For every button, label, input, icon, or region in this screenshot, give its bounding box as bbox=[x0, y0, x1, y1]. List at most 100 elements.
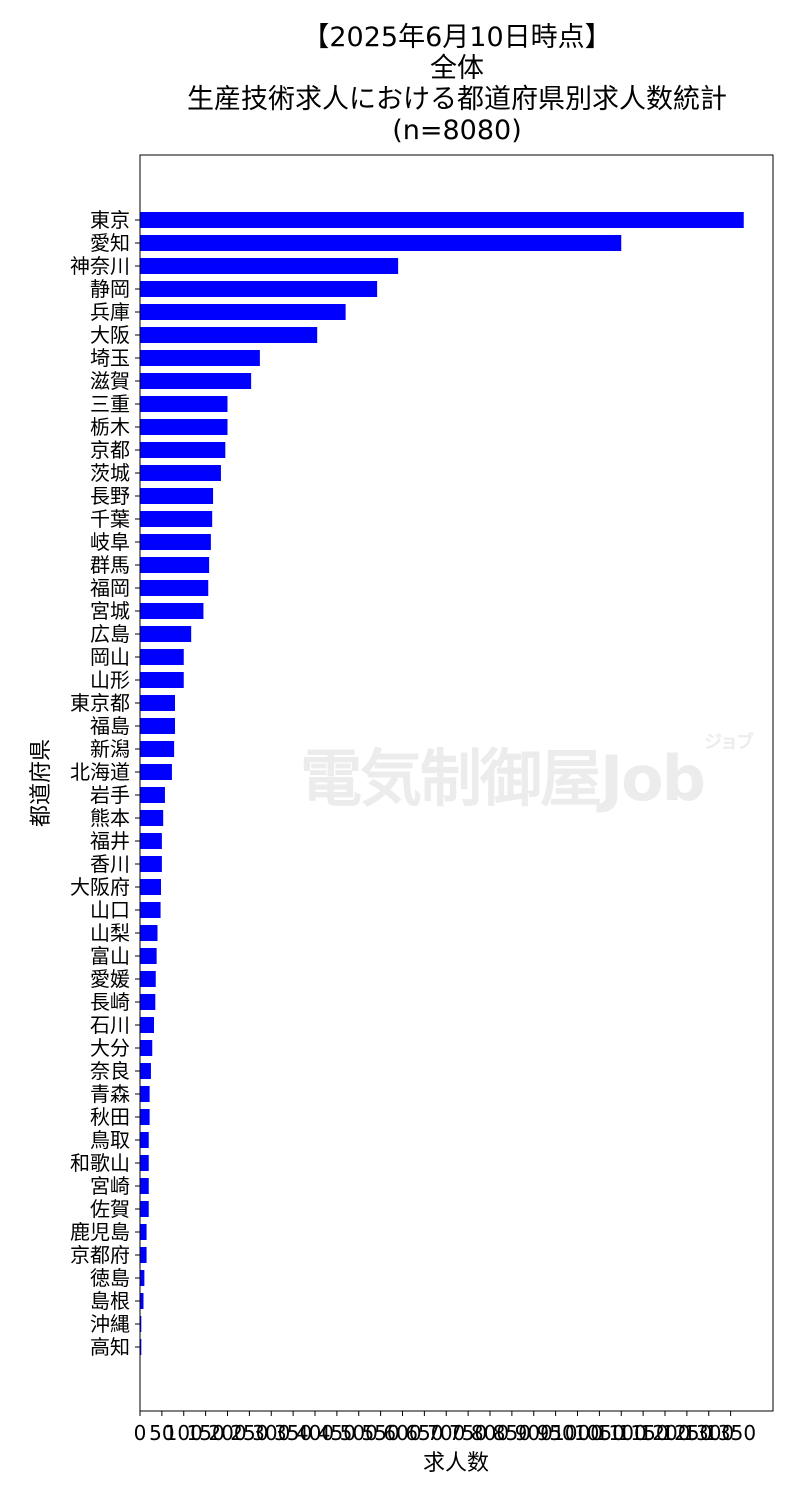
x-tick-label: 100 bbox=[165, 1421, 203, 1445]
y-tick-label: 島根 bbox=[90, 1289, 130, 1313]
y-tick-label: 千葉 bbox=[90, 507, 130, 531]
bar-福岡 bbox=[140, 580, 209, 596]
chart-title: 【2025年6月10日時点】 全体 生産技術求人における都道府県別求人数統計 (… bbox=[0, 22, 800, 146]
watermark-kana: ジョブ bbox=[704, 732, 754, 753]
x-tick-label: 650 bbox=[405, 1421, 443, 1445]
y-tick-label: 熊本 bbox=[90, 806, 130, 830]
bar-大分 bbox=[140, 1040, 153, 1056]
y-tick-label: 和歌山 bbox=[70, 1151, 130, 1175]
y-tick-label: 京都府 bbox=[70, 1243, 130, 1267]
bar-和歌山 bbox=[140, 1155, 149, 1171]
y-tick-label: 富山 bbox=[90, 944, 130, 968]
x-tick-label: 900 bbox=[515, 1421, 553, 1445]
bar-京都 bbox=[140, 442, 226, 458]
bar-島根 bbox=[140, 1293, 144, 1309]
y-tick-label: 岩手 bbox=[90, 783, 130, 807]
x-axis-label: 求人数 bbox=[423, 1451, 489, 1476]
y-tick-label: 香川 bbox=[90, 852, 130, 876]
bar-鳥取 bbox=[140, 1132, 149, 1148]
x-tick-label: 250 bbox=[230, 1421, 268, 1445]
x-tick-label: 550 bbox=[362, 1421, 400, 1445]
y-tick-label: 青森 bbox=[90, 1082, 130, 1106]
x-tick-label: 450 bbox=[318, 1421, 356, 1445]
y-tick-label: 沖縄 bbox=[90, 1312, 130, 1336]
y-tick-label: 山梨 bbox=[90, 921, 130, 945]
x-tick-label: 200 bbox=[208, 1421, 246, 1445]
title-line-main: 生産技術求人における都道府県別求人数統計 bbox=[187, 84, 727, 115]
bar-長野 bbox=[140, 488, 214, 504]
title-line-date: 【2025年6月10日時点】 bbox=[302, 22, 612, 53]
bar-沖縄 bbox=[140, 1316, 142, 1332]
y-tick-label: 埼玉 bbox=[90, 346, 130, 370]
bar-愛知 bbox=[140, 235, 622, 251]
title-line-count: (n=8080) bbox=[392, 115, 522, 146]
bar-山形 bbox=[140, 672, 184, 688]
y-tick-label: 岐阜 bbox=[90, 530, 130, 554]
x-tick-label: 400 bbox=[296, 1421, 334, 1445]
y-tick-label: 山口 bbox=[90, 898, 130, 922]
x-tick-label: 700 bbox=[427, 1421, 465, 1445]
y-tick-label: 鹿児島 bbox=[70, 1220, 130, 1244]
bar-山口 bbox=[140, 902, 161, 918]
x-ticks: 0 501001502002503003504004505005506006507… bbox=[134, 1411, 756, 1445]
bar-広島 bbox=[140, 626, 192, 642]
y-tick-label: 静岡 bbox=[90, 277, 130, 301]
y-tick-label: 栃木 bbox=[90, 415, 130, 439]
y-tick-label: 高知 bbox=[90, 1335, 130, 1359]
bar-福島 bbox=[140, 718, 175, 734]
y-tick-label: 福島 bbox=[90, 714, 130, 738]
y-tick-label: 福井 bbox=[90, 829, 130, 853]
x-tick-label: 50 bbox=[149, 1421, 174, 1445]
y-tick-label: 長野 bbox=[90, 484, 130, 508]
bar-愛媛 bbox=[140, 971, 156, 987]
bar-徳島 bbox=[140, 1270, 145, 1286]
bar-山梨 bbox=[140, 925, 158, 941]
watermark-suffix: Job bbox=[600, 742, 706, 815]
watermark-brand: 電気制御屋 bbox=[300, 742, 602, 815]
y-tick-label: 宮崎 bbox=[90, 1174, 130, 1198]
bar-群馬 bbox=[140, 557, 210, 573]
y-tick-label: 東京 bbox=[90, 208, 130, 232]
y-tick-label: 鳥取 bbox=[90, 1128, 130, 1152]
x-tick-label: 300 bbox=[252, 1421, 290, 1445]
y-tick-label: 大阪 bbox=[90, 323, 130, 347]
y-tick-label: 京都 bbox=[90, 438, 130, 462]
bar-岡山 bbox=[140, 649, 184, 665]
bar-千葉 bbox=[140, 511, 213, 527]
bar-滋賀 bbox=[140, 373, 252, 389]
y-tick-label: 山形 bbox=[90, 668, 130, 692]
x-tick-label: 1150 bbox=[618, 1421, 669, 1445]
y-tick-label: 神奈川 bbox=[70, 254, 130, 278]
x-tick-label: 950 bbox=[537, 1421, 575, 1445]
bar-埼玉 bbox=[140, 350, 260, 366]
bar-熊本 bbox=[140, 810, 164, 826]
bar-鹿児島 bbox=[140, 1224, 147, 1240]
bar-岩手 bbox=[140, 787, 165, 803]
y-tick-label: 東京都 bbox=[70, 691, 130, 715]
y-tick-label: 茨城 bbox=[90, 461, 130, 485]
y-tick-label: 岡山 bbox=[90, 645, 130, 669]
bar-石川 bbox=[140, 1017, 154, 1033]
bar-香川 bbox=[140, 856, 162, 872]
y-tick-label: 兵庫 bbox=[90, 300, 130, 324]
bar-兵庫 bbox=[140, 304, 346, 320]
y-tick-label: 大分 bbox=[90, 1036, 130, 1060]
y-tick-label: 秋田 bbox=[90, 1105, 130, 1129]
y-axis-label: 都道府県 bbox=[29, 739, 54, 827]
x-tick-label: 350 bbox=[274, 1421, 312, 1445]
bar-奈良 bbox=[140, 1063, 151, 1079]
bar-北海道 bbox=[140, 764, 172, 780]
bar-富山 bbox=[140, 948, 157, 964]
bar-東京都 bbox=[140, 695, 175, 711]
bar-岐阜 bbox=[140, 534, 211, 550]
y-tick-label: 北海道 bbox=[70, 760, 130, 784]
x-tick-label: 500 bbox=[340, 1421, 378, 1445]
x-tick-label: 1200 bbox=[640, 1421, 691, 1445]
plot-frame bbox=[139, 154, 774, 1412]
bar-高知 bbox=[140, 1339, 142, 1355]
brand-watermark: 電気制御屋Jobジョブ bbox=[300, 728, 754, 818]
bar-group bbox=[140, 212, 744, 1355]
y-tick-label: 広島 bbox=[90, 622, 130, 646]
y-tick-label: 宮城 bbox=[90, 599, 130, 623]
y-tick-label: 奈良 bbox=[90, 1059, 130, 1083]
